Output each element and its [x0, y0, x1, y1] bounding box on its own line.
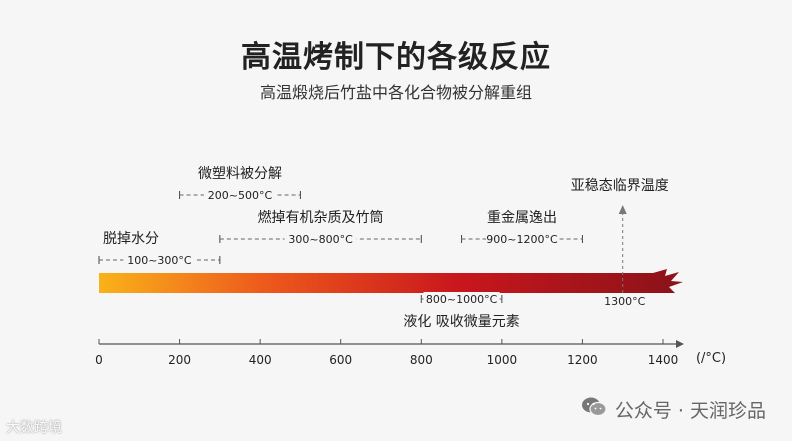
heat-gradient-bar	[99, 269, 683, 293]
threshold-value: 1300°C	[604, 295, 645, 308]
range-label: 200~500°C	[208, 189, 273, 202]
page-title: 高温烤制下的各级反应	[241, 40, 551, 75]
range-label-bg	[204, 188, 276, 202]
stage-label: 重金属逸出	[487, 210, 557, 226]
threshold-marker: 亚稳态临界温度 1300°C	[571, 178, 669, 308]
wechat-account-name: 公众号 · 天润珍品	[614, 400, 766, 422]
x-tick-label: 600	[329, 353, 352, 367]
x-tick-label: 800	[410, 353, 433, 367]
x-axis-arrow	[676, 340, 684, 348]
stage-label: 微塑料被分解	[198, 166, 282, 182]
stage-range: 800~1000°C 液化 吸收微量元素	[403, 292, 520, 330]
x-tick-label: 400	[249, 353, 272, 367]
wechat-watermark: 公众号 · 天润珍品	[581, 396, 766, 423]
stage-range: 100~300°C 脱掉水分	[98, 231, 221, 267]
stage-range: 900~1200°C 重金属逸出	[461, 210, 583, 246]
x-tick-label: 1400	[648, 353, 679, 367]
range-label-bg	[486, 232, 558, 246]
corner-watermark: 大数跨境	[6, 420, 62, 436]
page-subtitle: 高温煅烧后竹盐中各化合物被分解重组	[259, 83, 532, 102]
threshold-arrow	[618, 205, 627, 214]
x-tick-label: 200	[168, 353, 191, 367]
x-tick-label: 1200	[567, 353, 598, 367]
x-tick-label: 0	[95, 353, 103, 367]
wechat-icon	[581, 396, 607, 423]
range-label-bg	[284, 232, 357, 246]
threshold-label: 亚稳态临界温度	[571, 178, 669, 194]
range-label-bg	[123, 253, 196, 267]
stage-range: 200~500°C 微塑料被分解	[179, 166, 301, 202]
range-label-bg	[423, 292, 500, 306]
range-label: 100~300°C	[127, 254, 192, 267]
stage-label: 燃掉有机杂质及竹筒	[258, 209, 384, 226]
stage-label: 液化 吸收微量元素	[403, 314, 519, 330]
range-label: 800~1000°C	[426, 293, 498, 306]
range-label: 900~1200°C	[486, 233, 558, 246]
x-axis-unit: (/°C)	[696, 351, 726, 366]
stage-range: 300~800°C 燃掉有机杂质及竹筒	[219, 209, 422, 246]
x-tick-label: 1000	[487, 353, 518, 367]
range-label: 300~800°C	[288, 233, 353, 246]
stage-label: 脱掉水分	[103, 231, 159, 247]
